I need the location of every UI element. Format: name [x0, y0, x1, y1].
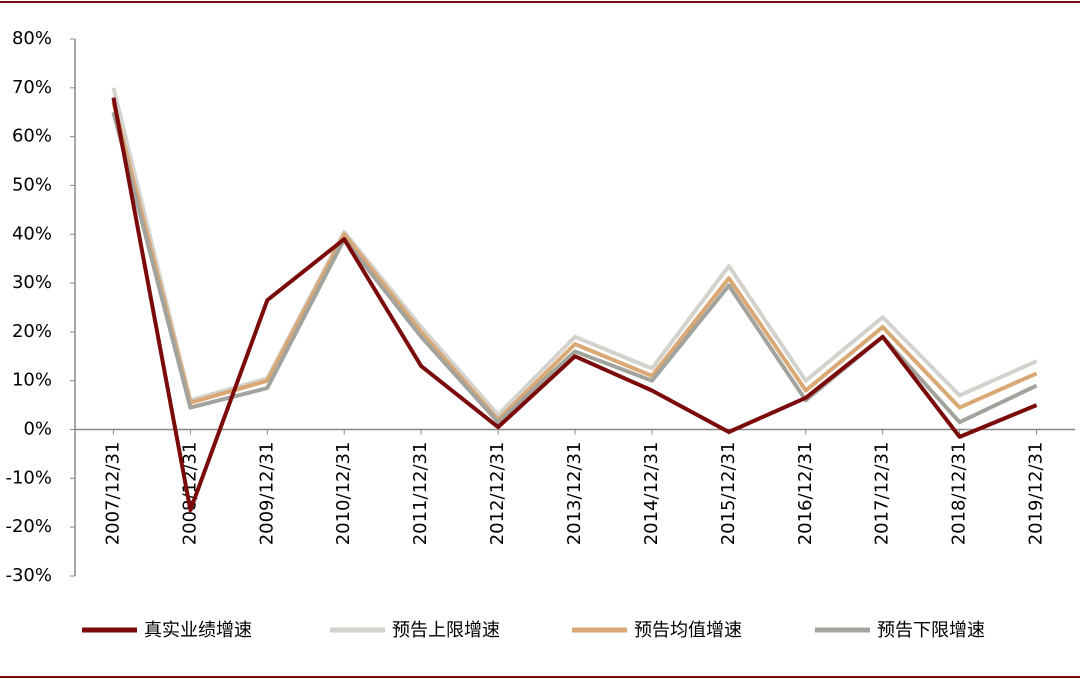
x-tick-label: 2014/12/31 — [641, 442, 662, 546]
series-line — [111, 87, 1038, 417]
y-tick-label: 50% — [12, 174, 52, 195]
x-tick-label: 2015/12/31 — [718, 442, 739, 546]
y-tick-label: 70% — [12, 77, 52, 98]
y-tick-label: 20% — [12, 321, 52, 342]
x-tick-label: 2007/12/31 — [102, 442, 123, 546]
y-tick-label: 60% — [12, 126, 52, 147]
x-tick-label: 2011/12/31 — [410, 442, 431, 546]
y-tick-label: 10% — [12, 370, 52, 391]
y-tick-label: 0% — [23, 419, 52, 440]
x-tick-label: 2008/12/31 — [179, 442, 200, 546]
y-tick-label: 30% — [12, 272, 52, 293]
x-tick-label: 2009/12/31 — [256, 442, 277, 546]
x-tick-label: 2013/12/31 — [564, 442, 585, 546]
legend-label: 真实业绩增速 — [144, 620, 252, 641]
x-tick-label: 2016/12/31 — [795, 442, 816, 546]
legend-label: 预告上限增速 — [392, 620, 500, 641]
legend-label: 预告下限增速 — [877, 620, 985, 641]
series-line — [111, 111, 1038, 425]
y-tick-label: -10% — [5, 467, 52, 488]
x-tick-label: 2017/12/31 — [872, 442, 893, 546]
series-line — [111, 97, 1038, 513]
y-tick-label: 80% — [12, 28, 52, 49]
x-tick-label: 2019/12/31 — [1026, 442, 1047, 546]
y-tick-label: 40% — [12, 223, 52, 244]
x-tick-label: 2012/12/31 — [487, 442, 508, 546]
x-tick-label: 2010/12/31 — [333, 442, 354, 546]
series-line — [111, 101, 1038, 422]
x-tick-label: 2018/12/31 — [949, 442, 970, 546]
y-tick-label: -30% — [5, 565, 52, 586]
y-tick-label: -20% — [5, 516, 52, 537]
legend-label: 预告均值增速 — [634, 620, 742, 641]
